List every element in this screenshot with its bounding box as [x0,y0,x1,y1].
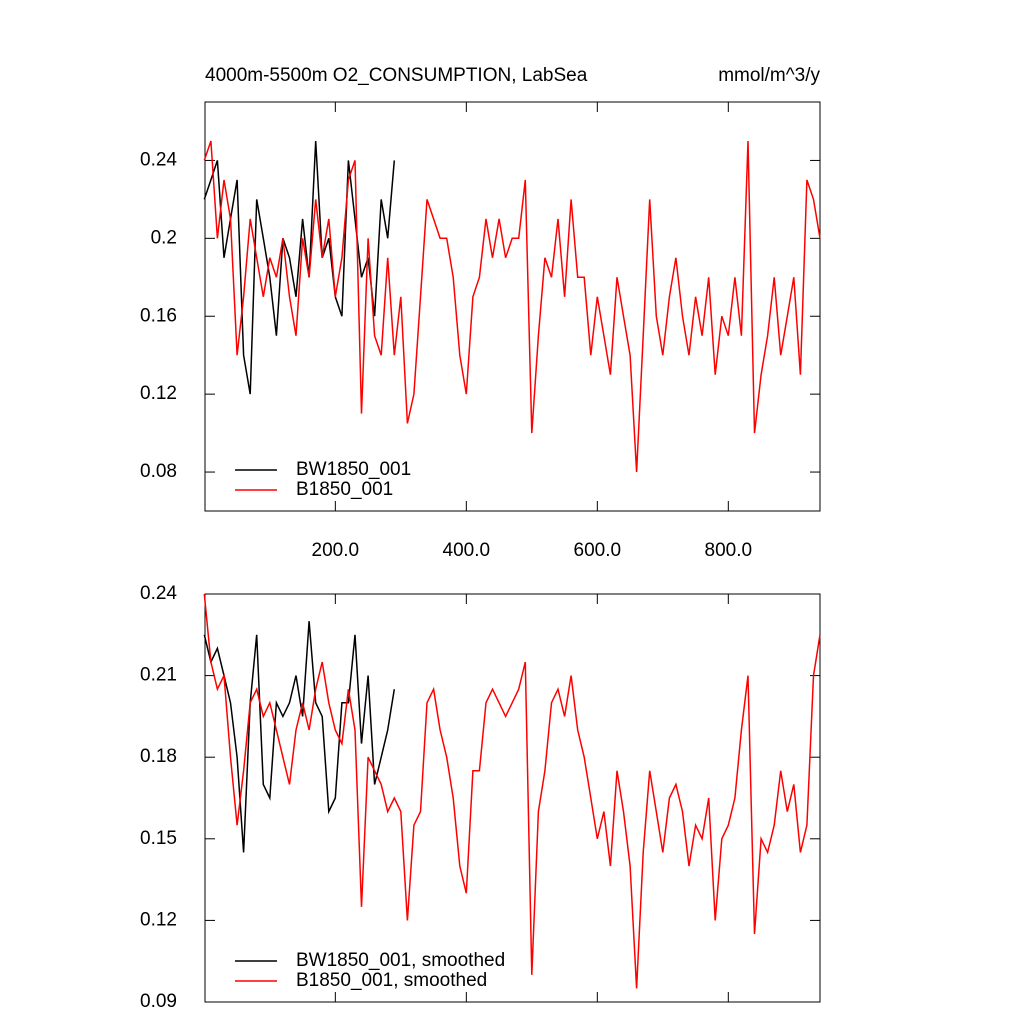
x-tick-label: 600.0 [574,540,622,561]
series-line [203,621,396,853]
legend-label: BW1850_001, smoothed [296,950,505,971]
x-tick-label: 400.0 [443,540,491,561]
series-line [203,140,396,395]
x-tick-label: 200.0 [312,540,360,561]
y-tick-label: 0.2 [151,227,177,248]
plot-frame [204,101,821,512]
y-tick-label: 0.16 [140,305,177,326]
series-line [203,593,821,989]
y-tick-label: 0.09 [140,991,177,1012]
legend-label: BW1850_001 [296,459,411,480]
legend-label: B1850_001 [296,479,393,500]
y-tick-label: 0.21 [140,665,177,686]
y-tick-label: 0.15 [140,828,177,849]
y-tick-label: 0.08 [140,461,177,482]
y-tick-label: 0.12 [140,909,177,930]
chart-title: 4000m-5500m O2_CONSUMPTION, LabSea [205,65,588,86]
units-label: mmol/m^3/y [718,65,820,86]
series-line [203,140,821,473]
plot-frame [204,593,821,1003]
x-tick-label: 800.0 [705,540,753,561]
legend-label: B1850_001, smoothed [296,970,487,991]
y-tick-label: 0.18 [140,746,177,767]
y-tick-label: 0.24 [140,583,177,604]
y-tick-label: 0.24 [140,149,177,170]
y-tick-label: 0.12 [140,383,177,404]
